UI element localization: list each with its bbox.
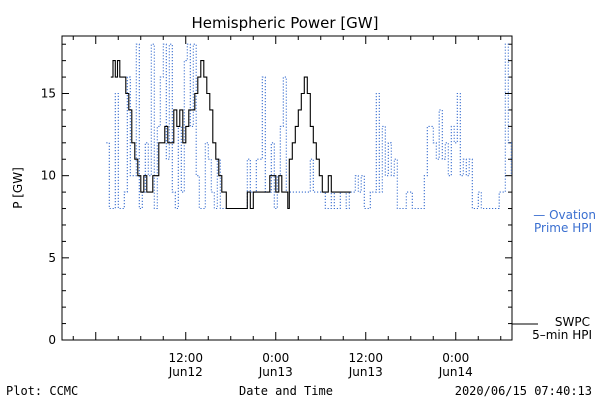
x-tick-label-date: Jun13: [258, 365, 293, 379]
x-axis-label: Date and Time: [239, 384, 333, 398]
x-tick-label-date: Jun12: [168, 365, 203, 379]
series-ovation-line: [106, 43, 512, 210]
series-group: [106, 43, 512, 210]
legend-swpc-line1: SWPC: [555, 315, 590, 329]
y-tick-label: 5: [48, 251, 56, 265]
chart-title: Hemispheric Power [GW]: [192, 14, 379, 32]
y-tick-label: 10: [41, 169, 56, 183]
x-tick-label-date: Jun14: [438, 365, 473, 379]
y-tick-label: 0: [48, 333, 56, 347]
footer-plot-credit: Plot: CCMC: [6, 384, 78, 398]
y-tick-label: 15: [41, 87, 56, 101]
legend-ovation-line2: Prime HPI: [534, 221, 592, 235]
plot-area-border: [61, 35, 513, 341]
legend-swpc-line2: 5–min HPI: [532, 328, 592, 342]
legend-ovation-line1: — Ovation: [533, 208, 596, 222]
x-tick-label-time: 0:00: [262, 351, 289, 365]
y-axis-ticks: 0 5 10 15: [41, 43, 512, 347]
footer-timestamp: 2020/06/15 07:40:13: [455, 384, 592, 398]
x-tick-label-time: 12:00: [348, 351, 383, 365]
legend-swpc: SWPC 5–min HPI: [512, 315, 592, 342]
x-tick-label-time: 0:00: [442, 351, 469, 365]
y-axis-label: P [GW]: [11, 167, 25, 209]
x-tick-label-date: Jun13: [348, 365, 383, 379]
x-tick-label-time: 12:00: [168, 351, 203, 365]
series-swpc-line: [110, 60, 351, 210]
plot-frame: [61, 35, 513, 341]
legend-ovation: — Ovation Prime HPI: [533, 208, 596, 235]
